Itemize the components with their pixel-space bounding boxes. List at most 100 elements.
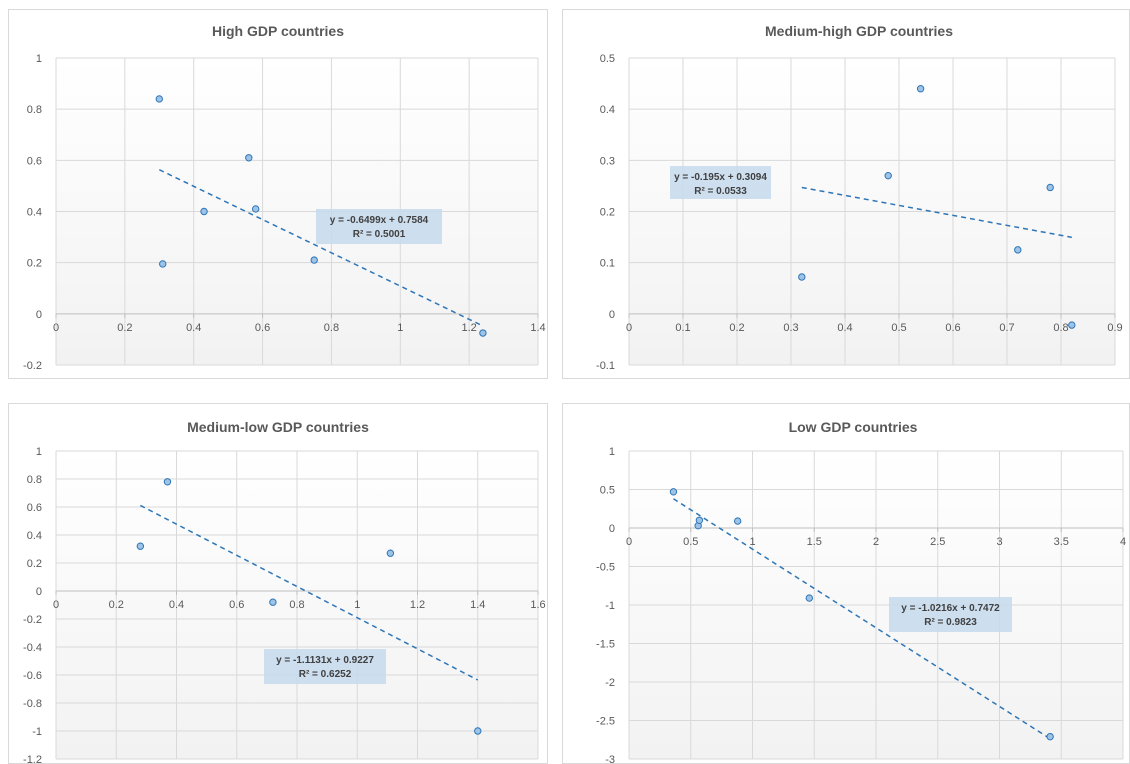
high-equation-box bbox=[316, 209, 442, 244]
medium-low-r2-label: R² = 0.6252 bbox=[299, 669, 352, 680]
chart-medium-high-gdp: Medium-high GDP countries -0.1 0 0.1 0.2 0.3 0… bbox=[562, 9, 1130, 379]
medium-high-y-tick-label: 0.1 bbox=[600, 258, 615, 270]
low-y-tick-label: -1.5 bbox=[596, 639, 615, 651]
medium-low-equation-label: y = -1.1131x + 0.9227 bbox=[276, 655, 374, 666]
medium-high-x-tick-label: 0.8 bbox=[1053, 322, 1068, 334]
medium-low-y-tick-label: -1 bbox=[32, 726, 42, 738]
low-y-tick-label: -0.5 bbox=[596, 562, 615, 574]
high-x-tick-label: 0.8 bbox=[324, 322, 339, 334]
high-y-tick-label: 0.2 bbox=[27, 258, 42, 270]
low-x-tick-label: 0 bbox=[626, 536, 632, 548]
medium-high-trendline bbox=[801, 186, 1072, 239]
medium-low-data-point bbox=[269, 598, 277, 606]
low-y-tick-label: 1 bbox=[609, 446, 615, 458]
low-x-tick-label: 0.5 bbox=[683, 536, 698, 548]
medium-low-y-tick-label: 0.4 bbox=[27, 530, 42, 542]
medium-low-y-tick-label: 0.2 bbox=[27, 558, 42, 570]
medium-high-x-tick-label: 0.6 bbox=[945, 322, 960, 334]
high-x-tick-label: 0.4 bbox=[186, 322, 201, 334]
medium-low-y-tick-label: 0 bbox=[36, 586, 42, 598]
low-x-tick-label: 1.5 bbox=[807, 536, 822, 548]
medium-high-x-tick-label: 0.3 bbox=[783, 322, 798, 334]
medium-high-r2-label: R² = 0.0533 bbox=[694, 186, 747, 197]
low-equation-label: y = -1.0216x + 0.7472 bbox=[901, 603, 1000, 614]
medium-high-data-point bbox=[798, 273, 806, 281]
medium-high-equation-box bbox=[670, 166, 771, 199]
medium-low-y-tick-label: -1.2 bbox=[23, 754, 42, 763]
low-x-tick-label: 2 bbox=[873, 536, 879, 548]
medium-low-y-tick-label: -0.8 bbox=[23, 698, 42, 710]
high-x-tick-label: 1.2 bbox=[461, 322, 476, 334]
low-data-point bbox=[733, 517, 742, 525]
high-y-tick-label: 1 bbox=[36, 53, 42, 65]
low-y-tick-label: -2.5 bbox=[596, 716, 615, 728]
medium-low-data-point bbox=[136, 542, 145, 550]
low-data-point bbox=[1046, 732, 1054, 741]
medium-high-x-tick-label: 0.4 bbox=[837, 322, 852, 334]
high-x-tick-label: 0.2 bbox=[117, 322, 132, 334]
medium-low-x-tick-label: 0.2 bbox=[109, 599, 124, 611]
medium-high-x-tick-label: 0 bbox=[626, 322, 632, 334]
medium-high-y-tick-label: -0.1 bbox=[596, 360, 615, 372]
medium-low-x-tick-label: 1.6 bbox=[530, 599, 545, 611]
medium-low-data-point bbox=[474, 727, 482, 735]
high-r2-label: R² = 0.5001 bbox=[353, 229, 406, 240]
high-y-tick-label: 0 bbox=[36, 309, 42, 321]
high-x-tick-label: 0.6 bbox=[255, 322, 270, 334]
high-data-point bbox=[200, 207, 208, 216]
medium-high-y-tick-label: 0.3 bbox=[600, 155, 615, 167]
medium-low-x-tick-label: 0.4 bbox=[169, 599, 184, 611]
low-trendline bbox=[673, 498, 1051, 740]
medium-low-y-tick-label: -0.4 bbox=[23, 642, 42, 654]
chart-high-gdp: High GDP countries -0.2 0 0.2 0.4 0.6 0.8 1 0 0.2… bbox=[8, 9, 548, 379]
medium-low-data-point bbox=[386, 549, 395, 557]
medium-low-x-tick-label: 1 bbox=[354, 599, 360, 611]
low-r2-label: R² = 0.9823 bbox=[924, 617, 977, 628]
low-y-tick-label: -2 bbox=[605, 677, 615, 689]
medium-low-trendline bbox=[140, 504, 479, 681]
chart-medium-high-gdp-svg: Medium-high GDP countries -0.1 0 0.1 0.2 0.3 0… bbox=[596, 23, 1123, 372]
high-y-tick-label: -0.2 bbox=[23, 360, 42, 372]
medium-high-data-point bbox=[916, 85, 925, 93]
medium-low-x-tick-label: 1.4 bbox=[470, 599, 485, 611]
medium-low-x-tick-label: 1.2 bbox=[410, 599, 425, 611]
medium-high-data-point bbox=[1046, 183, 1054, 192]
medium-high-data-point bbox=[1068, 321, 1076, 329]
medium-high-y-tick-label: 0.5 bbox=[600, 53, 615, 65]
medium-low-y-tick-label: -0.2 bbox=[23, 614, 42, 626]
low-x-tick-label: 4 bbox=[1120, 536, 1126, 548]
low-data-point bbox=[805, 594, 814, 602]
medium-high-x-tick-label: 0.1 bbox=[675, 322, 690, 334]
high-data-point bbox=[155, 95, 163, 103]
low-equation-box bbox=[889, 597, 1012, 632]
medium-low-x-tick-label: 0 bbox=[53, 599, 59, 611]
medium-low-x-tick-label: 0.6 bbox=[229, 599, 244, 611]
high-chart-title: High GDP countries bbox=[212, 23, 344, 39]
low-y-tick-label: 0 bbox=[609, 523, 615, 535]
low-y-tick-label: -3 bbox=[605, 754, 615, 763]
high-y-tick-label: 0.6 bbox=[27, 155, 42, 167]
medium-low-equation-box bbox=[264, 649, 386, 684]
low-data-point bbox=[695, 516, 704, 525]
low-chart-title: Low GDP countries bbox=[789, 419, 918, 435]
high-data-point bbox=[310, 256, 318, 264]
high-data-point bbox=[245, 154, 253, 162]
medium-high-x-tick-label: 0.7 bbox=[999, 322, 1014, 334]
medium-low-y-tick-label: 1 bbox=[36, 446, 42, 458]
medium-low-chart-title: Medium-low GDP countries bbox=[187, 419, 369, 435]
low-data-point bbox=[669, 488, 678, 496]
medium-high-x-tick-label: 0.5 bbox=[891, 322, 906, 334]
medium-low-y-tick-label: 0.6 bbox=[27, 502, 42, 514]
chart-high-gdp-svg: High GDP countries -0.2 0 0.2 0.4 0.6 0.8 1 0 0.2… bbox=[23, 23, 546, 372]
chart-medium-low-gdp-svg: Medium-low GDP countries -1.2 -1 -0.8 -0.6 -0… bbox=[23, 419, 546, 763]
medium-high-y-tick-label: 0 bbox=[609, 309, 615, 321]
chart-medium-low-gdp: Medium-low GDP countries -1.2 -1 -0.8 -0.6 -0… bbox=[8, 403, 548, 764]
medium-low-y-tick-label: 0.8 bbox=[27, 474, 42, 486]
medium-low-x-tick-label: 0.8 bbox=[289, 599, 304, 611]
chart-low-gdp-svg: Low GDP countries -3 -2.5 -2 -1.5 -1 -0.5 0 0.5 1… bbox=[596, 419, 1126, 763]
high-x-tick-label: 1 bbox=[397, 322, 403, 334]
high-x-tick-label: 0 bbox=[53, 322, 59, 334]
low-x-tick-label: 1 bbox=[749, 536, 755, 548]
high-data-point bbox=[159, 260, 167, 268]
high-data-point bbox=[251, 205, 260, 213]
